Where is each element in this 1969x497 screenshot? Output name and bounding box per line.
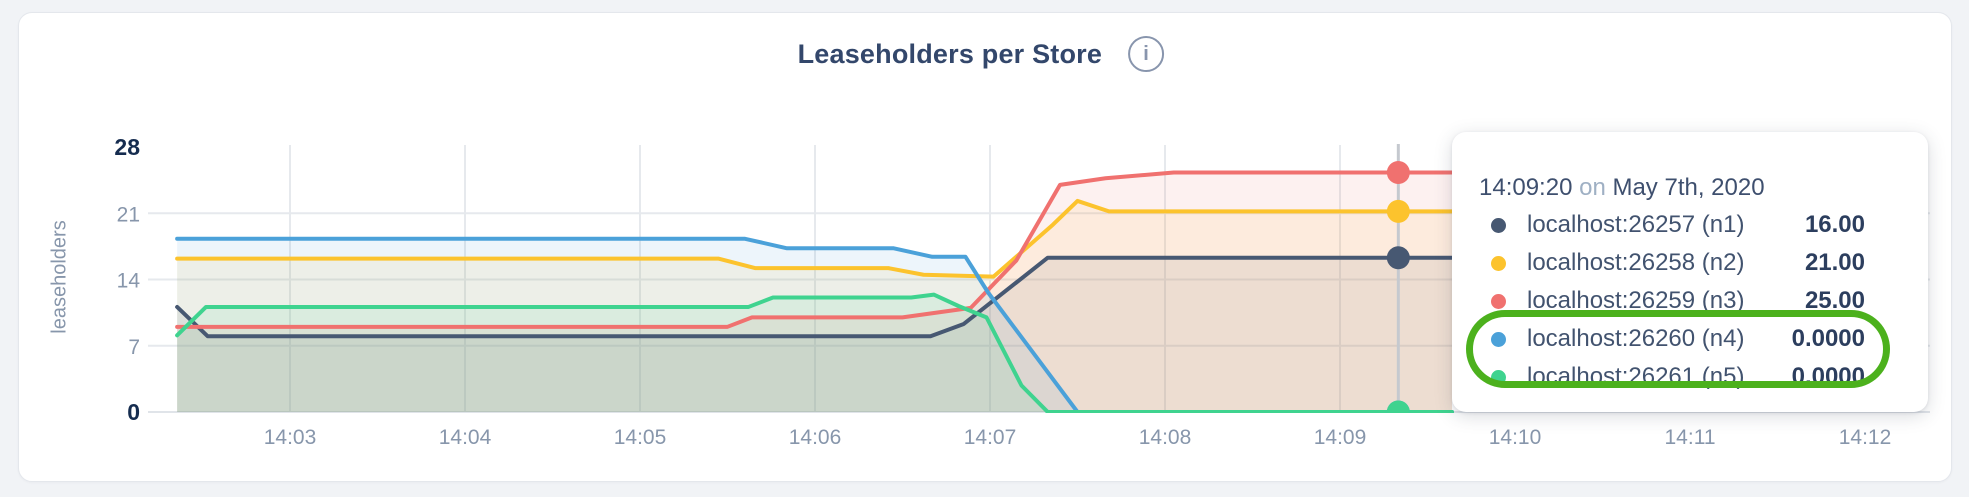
chart-tooltip: 14:09:20 on May 7th, 2020 localhost:2625…: [1452, 132, 1928, 412]
tooltip-row-n4: localhost:26260 (n4) 0.0000: [1479, 320, 1901, 358]
tooltip-time: 14:09:20: [1479, 174, 1573, 201]
series-line-n1: [175, 255, 1454, 339]
series-area-n1: [177, 257, 1452, 412]
chart-title: Leaseholders per Store: [797, 38, 1103, 69]
tooltip-header: 14:09:20 on May 7th, 2020: [1479, 173, 1901, 203]
y-tick-label: 7: [128, 336, 140, 359]
y-tick-label: 21: [117, 203, 140, 226]
tooltip-rows: localhost:26257 (n1) 16.00 localhost:262…: [1479, 206, 1901, 396]
tooltip-row-n3: localhost:26259 (n3) 25.00: [1479, 282, 1901, 320]
series-name: localhost:26259 (n3): [1527, 287, 1745, 314]
series-name: localhost:26257 (n1): [1527, 211, 1745, 238]
x-tick-label: 14:07: [964, 426, 1017, 449]
x-tick-label: 14:09: [1314, 426, 1367, 449]
series-value: 21.00: [1804, 249, 1865, 276]
x-tick-label: 14:10: [1489, 426, 1542, 449]
series-color-dot-n3: [1491, 293, 1506, 309]
series-line-n4: [175, 236, 1454, 413]
x-tick-label: 14:12: [1839, 426, 1892, 449]
series-color-dot-n4: [1491, 331, 1506, 347]
x-tick-label: 14:11: [1665, 426, 1716, 449]
y-tick-label: 28: [114, 134, 140, 160]
tooltip-conjunction: on: [1579, 174, 1606, 201]
hover-dot-n3: [1386, 161, 1410, 185]
x-tick-label: 14:04: [439, 426, 492, 449]
tooltip-row-n5: localhost:26261 (n5) 0.0000: [1479, 358, 1901, 396]
tooltip-row-n2: localhost:26258 (n2) 21.00: [1479, 244, 1901, 282]
tooltip-row-n1: localhost:26257 (n1) 16.00: [1479, 206, 1901, 244]
x-tick-label: 14:05: [614, 426, 667, 449]
series-value: 0.0000: [1791, 363, 1865, 390]
chart-header: Leaseholders per Store i: [798, 36, 1165, 72]
series-value: 25.00: [1804, 287, 1865, 314]
y-tick-label: 0: [127, 399, 140, 425]
series-line-n5: [175, 292, 1454, 413]
y-tick-label: 14: [117, 270, 141, 293]
x-tick-label: 14:03: [264, 426, 317, 449]
hover-dot-n5: [1386, 400, 1410, 413]
series-layer: [175, 170, 1454, 413]
series-color-dot-n5: [1491, 369, 1506, 385]
series-name: localhost:26261 (n5): [1527, 363, 1745, 390]
x-tick-label: 14:08: [1139, 426, 1192, 449]
series-area-n4: [177, 238, 1452, 412]
plot-area: 14:03 14:04 14:05 14:06 14:07 14:08 14:09 14:10…: [114, 134, 1930, 449]
series-value: 0.0000: [1791, 325, 1865, 352]
series-name: localhost:26260 (n4): [1527, 325, 1745, 352]
hover-dot-n2: [1386, 199, 1410, 223]
series-area-n3: [177, 172, 1452, 412]
series-area-n2: [177, 200, 1452, 412]
y-axis-label: leaseholders: [48, 220, 71, 334]
tooltip-date: May 7th, 2020: [1612, 174, 1765, 201]
series-area-n5: [177, 294, 1452, 412]
info-icon[interactable]: i: [1128, 36, 1165, 72]
series-line-n2: [175, 198, 1454, 279]
hover-dot-n1: [1386, 246, 1410, 270]
series-line-n3: [175, 170, 1454, 329]
series-color-dot-n1: [1491, 217, 1506, 233]
series-color-dot-n2: [1491, 255, 1506, 271]
series-value: 16.00: [1804, 211, 1865, 238]
x-tick-label: 14:06: [789, 426, 842, 449]
series-name: localhost:26258 (n2): [1527, 249, 1745, 276]
